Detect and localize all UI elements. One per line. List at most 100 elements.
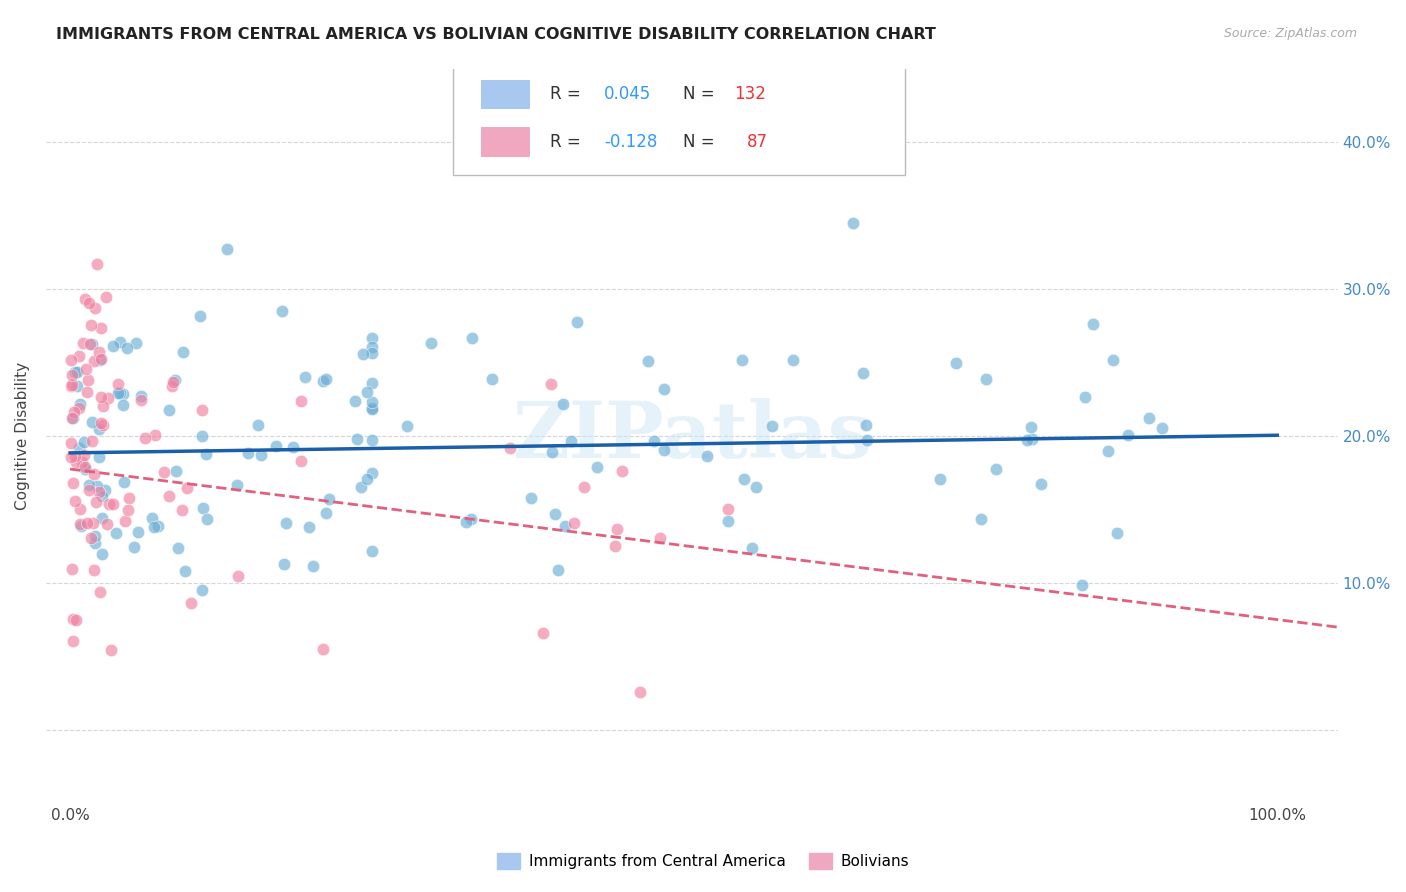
Point — [101, 497, 124, 511]
Point — [1097, 443, 1119, 458]
Point — [96, 516, 118, 531]
Point — [141, 511, 163, 525]
Point — [361, 401, 384, 416]
Point — [454, 516, 477, 530]
Point — [82, 516, 104, 530]
Point — [315, 372, 337, 386]
Point — [63, 405, 86, 419]
Point — [193, 500, 215, 515]
Point — [67, 441, 90, 455]
Point — [77, 478, 100, 492]
Point — [544, 507, 567, 521]
Point — [59, 450, 82, 464]
Point — [531, 625, 554, 640]
Point — [312, 375, 335, 389]
Point — [745, 480, 768, 494]
Point — [176, 481, 198, 495]
Point — [66, 365, 89, 379]
Point — [929, 472, 952, 486]
Point — [852, 366, 875, 380]
Point — [572, 480, 595, 494]
Point — [481, 372, 503, 386]
Point — [172, 502, 194, 516]
Point — [87, 345, 110, 359]
Point — [90, 351, 112, 366]
Point — [66, 378, 89, 392]
Point — [90, 320, 112, 334]
Point — [1116, 428, 1139, 442]
Point — [83, 354, 105, 368]
FancyBboxPatch shape — [481, 79, 530, 109]
Point — [90, 390, 112, 404]
Point — [361, 466, 384, 480]
Point — [562, 516, 585, 530]
Point — [217, 242, 239, 256]
Point — [73, 462, 96, 476]
Point — [83, 467, 105, 481]
Point — [86, 478, 108, 492]
Point — [143, 427, 166, 442]
Point — [350, 480, 373, 494]
Point — [79, 318, 101, 332]
Point — [273, 557, 295, 571]
Point — [356, 472, 378, 486]
Point — [65, 455, 87, 469]
Point — [98, 497, 121, 511]
Point — [60, 411, 83, 425]
Point — [1071, 578, 1094, 592]
Point — [83, 529, 105, 543]
Point — [586, 460, 609, 475]
Point — [540, 376, 562, 391]
Point — [1021, 432, 1043, 446]
Point — [60, 562, 83, 576]
Point — [856, 434, 879, 448]
Point — [648, 531, 671, 545]
Point — [605, 539, 627, 553]
Point — [361, 402, 384, 417]
Text: R =: R = — [550, 133, 586, 151]
Text: ZIPatlas: ZIPatlas — [512, 398, 872, 474]
Point — [127, 524, 149, 539]
Point — [157, 403, 180, 417]
Point — [83, 301, 105, 315]
Point — [83, 536, 105, 550]
Point — [1150, 421, 1173, 435]
Point — [361, 543, 384, 558]
Point — [108, 386, 131, 401]
Point — [246, 417, 269, 432]
Point — [628, 685, 651, 699]
Point — [157, 489, 180, 503]
Point — [361, 376, 384, 390]
Point — [226, 478, 249, 492]
Point — [91, 417, 114, 432]
Point — [315, 506, 337, 520]
Point — [420, 336, 443, 351]
Point — [312, 641, 335, 656]
Point — [107, 386, 129, 401]
Point — [652, 383, 675, 397]
Point — [610, 464, 633, 478]
Point — [70, 454, 93, 468]
Point — [547, 563, 569, 577]
Point — [352, 347, 374, 361]
Point — [281, 440, 304, 454]
Text: Source: ZipAtlas.com: Source: ZipAtlas.com — [1223, 27, 1357, 40]
Point — [91, 399, 114, 413]
Point — [163, 373, 186, 387]
Point — [89, 421, 111, 435]
Point — [76, 516, 98, 531]
Point — [122, 540, 145, 554]
Point — [191, 429, 214, 443]
Point — [1102, 352, 1125, 367]
Point — [652, 443, 675, 458]
Point — [191, 582, 214, 597]
Point — [298, 519, 321, 533]
Point — [499, 441, 522, 455]
Point — [782, 353, 804, 368]
Point — [180, 596, 202, 610]
Text: N =: N = — [683, 86, 720, 103]
Point — [945, 356, 967, 370]
Point — [94, 290, 117, 304]
Point — [361, 340, 384, 354]
Point — [73, 292, 96, 306]
